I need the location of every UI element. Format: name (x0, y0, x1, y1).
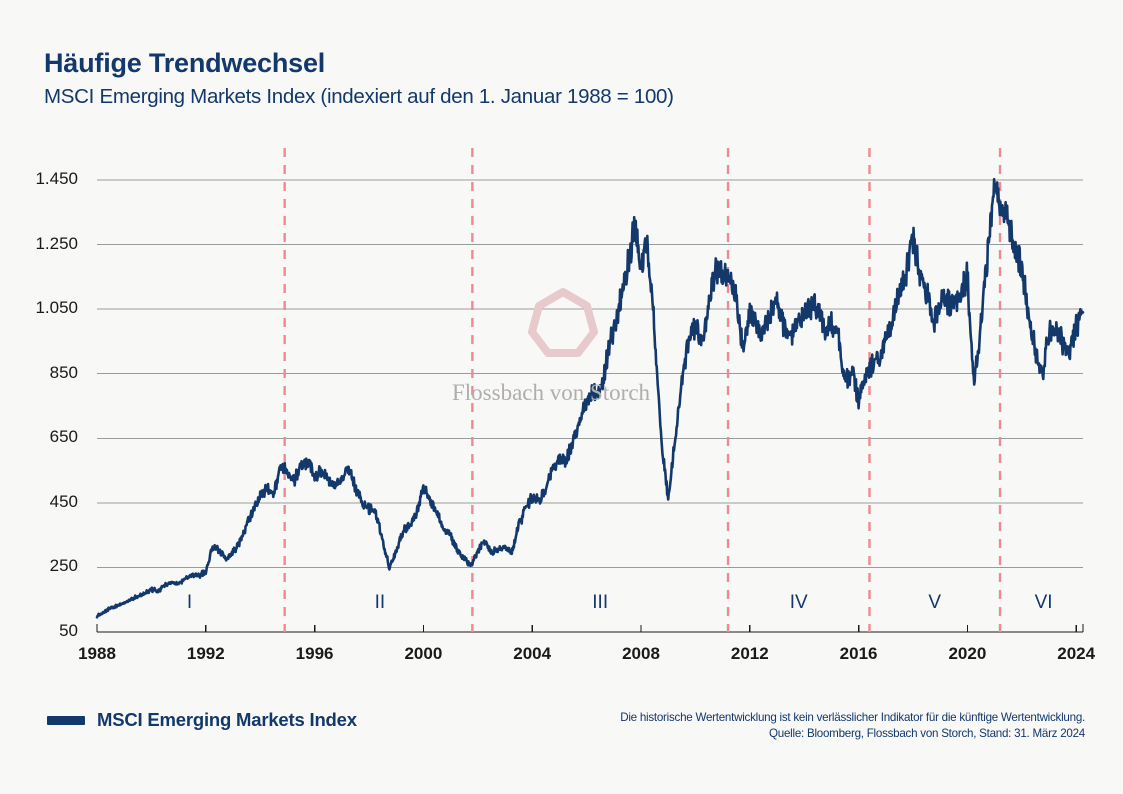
phase-label: II (374, 592, 386, 613)
y-axis-tick-label: 50 (59, 621, 78, 640)
phase-label: I (186, 592, 193, 613)
x-axis-tick-label: 1988 (78, 644, 116, 663)
flossbach-heptagon-icon (528, 288, 598, 357)
phase-divider-lines (283, 148, 1002, 632)
y-axis-tick-label: 450 (49, 491, 78, 511)
watermark-text: Flossbach von Storch (452, 380, 651, 405)
phase-label: VI (1034, 592, 1053, 613)
gridlines (97, 179, 1083, 568)
y-axis-tick-label: 650 (49, 427, 78, 447)
y-axis-tick-label: 850 (49, 362, 78, 382)
x-axis-tick-label: 1992 (186, 644, 225, 663)
phase-label: V (928, 592, 942, 613)
footnote-disclaimer: Die historische Wertentwicklung ist kein… (620, 711, 1085, 724)
y-axis-tick-label: 1.250 (35, 233, 78, 253)
x-axis-tick-label: 2020 (948, 644, 987, 663)
y-axis-tick-label: 1.050 (35, 298, 78, 318)
phase-label: III (592, 592, 609, 613)
x-axis-tick-label: 2004 (513, 644, 552, 663)
x-axis-tick-label: 2008 (622, 644, 660, 663)
x-axis-tick-label: 2000 (404, 644, 443, 663)
x-axis-tick-label: 2024 (1057, 644, 1096, 663)
page-subtitle: MSCI Emerging Markets Index (indexiert a… (44, 85, 674, 108)
y-axis-tick-label: 250 (49, 556, 78, 576)
x-tick-marks (96, 625, 1077, 632)
x-axis-tick-label: 2012 (730, 644, 769, 663)
axis-lines (96, 624, 1084, 633)
page-title: Häufige Trendwechsel (44, 48, 326, 78)
series-lines (95, 177, 1085, 619)
x-axis-tick-label: 1996 (295, 644, 334, 663)
chart-legend: MSCI Emerging Markets Index (47, 709, 357, 731)
legend-color-swatch (47, 715, 85, 725)
legend-series-label: MSCI Emerging Markets Index (97, 709, 357, 730)
x-axis-tick-label: 2016 (839, 644, 878, 663)
footnotes: Die historische Wertentwicklung ist kein… (620, 710, 1085, 742)
y-axis-tick-label: 1.450 (35, 169, 78, 188)
footnote-source: Quelle: Bloomberg, Flossbach von Storch,… (769, 727, 1085, 740)
phase-label: IV (789, 592, 808, 613)
